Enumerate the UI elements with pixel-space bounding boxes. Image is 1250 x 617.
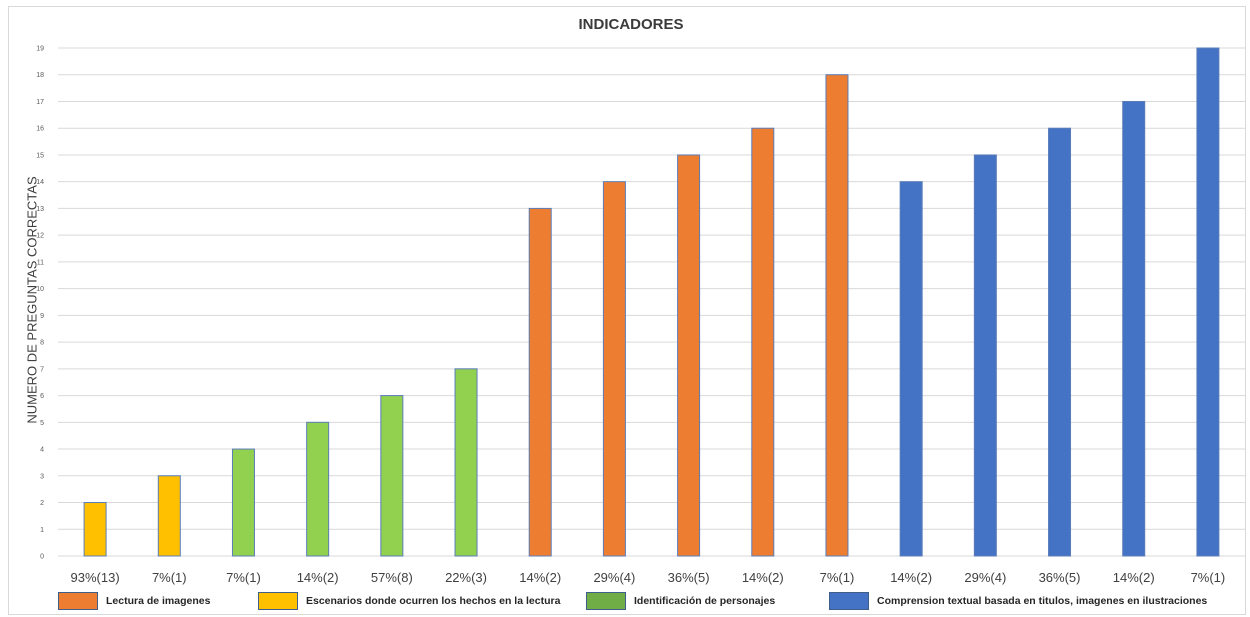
legend-label-comprension: Comprension textual basada en titulos, i… — [877, 595, 1208, 607]
x-tick-label: 36%(5) — [1039, 570, 1081, 585]
y-tick-label: 5 — [40, 420, 44, 427]
x-tick-label: 29%(4) — [964, 570, 1006, 585]
y-tick-label: 3 — [40, 473, 44, 480]
y-tick-label: 17 — [36, 99, 44, 106]
y-tick-label: 0 — [40, 554, 44, 561]
chart-title: INDICADORES — [578, 16, 684, 33]
y-tick-label: 1 — [40, 527, 44, 534]
bar — [528, 207, 552, 557]
legend-swatch-comprension — [829, 592, 869, 610]
x-tick-label: 7%(1) — [226, 570, 261, 585]
y-tick-label: 8 — [40, 340, 44, 347]
bar — [1196, 47, 1220, 557]
x-tick-label: 7%(1) — [152, 570, 187, 585]
x-tick-label: 14%(2) — [742, 570, 784, 585]
x-tick-label: 29%(4) — [593, 570, 635, 585]
legend: Lectura de imagenes Escenarios donde ocu… — [0, 592, 1250, 614]
y-tick-label: 16 — [36, 126, 44, 133]
x-tick-label: 36%(5) — [668, 570, 710, 585]
y-tick-label: 15 — [36, 152, 44, 159]
y-tick-label: 2 — [40, 500, 44, 507]
y-tick-label: 19 — [36, 46, 44, 53]
bar — [899, 181, 923, 557]
bar — [602, 181, 626, 557]
bar — [157, 475, 181, 557]
x-tick-label: 7%(1) — [820, 570, 855, 585]
legend-swatch-lectura — [58, 592, 98, 610]
x-tick-label: 14%(2) — [519, 570, 561, 585]
x-tick-label: 93%(13) — [71, 570, 120, 585]
y-tick-label: 7 — [40, 366, 44, 373]
y-tick-label: 13 — [36, 206, 44, 213]
bar — [825, 74, 849, 557]
x-tick-label: 14%(2) — [1113, 570, 1155, 585]
legend-item-escenarios: Escenarios donde ocurren los hechos en l… — [258, 592, 560, 610]
legend-swatch-personajes — [586, 592, 626, 610]
bar — [83, 502, 107, 557]
x-tick-label: 14%(2) — [297, 570, 339, 585]
y-tick-label: 6 — [40, 393, 44, 400]
legend-label-lectura: Lectura de imagenes — [106, 595, 211, 607]
y-tick-label: 4 — [40, 447, 44, 454]
legend-item-comprension: Comprension textual basada en titulos, i… — [829, 592, 1207, 610]
y-tick-label: 10 — [36, 286, 44, 293]
y-tick-label: 9 — [40, 313, 44, 320]
legend-label-escenarios: Escenarios donde ocurren los hechos en l… — [306, 595, 561, 607]
bar — [306, 421, 330, 557]
bar — [751, 127, 775, 557]
chart-frame — [8, 6, 1246, 615]
bar — [231, 448, 255, 557]
bar — [1122, 100, 1146, 557]
y-tick-label: 18 — [36, 72, 44, 79]
y-tick-label: 12 — [36, 233, 44, 240]
bar — [1048, 127, 1072, 557]
legend-item-personajes: Identificación de personajes — [586, 592, 775, 610]
legend-swatch-escenarios — [258, 592, 298, 610]
y-tick-label: 14 — [36, 179, 44, 186]
bar — [677, 154, 701, 557]
x-tick-label: 7%(1) — [1191, 570, 1226, 585]
y-tick-label: 11 — [37, 259, 44, 266]
bar — [380, 395, 404, 557]
x-tick-label: 22%(3) — [445, 570, 487, 585]
bar — [973, 154, 997, 557]
legend-item-lectura: Lectura de imagenes — [58, 592, 210, 610]
legend-label-personajes: Identificación de personajes — [634, 595, 776, 607]
x-tick-label: 14%(2) — [890, 570, 932, 585]
bar — [454, 368, 478, 557]
x-tick-label: 57%(8) — [371, 570, 413, 585]
